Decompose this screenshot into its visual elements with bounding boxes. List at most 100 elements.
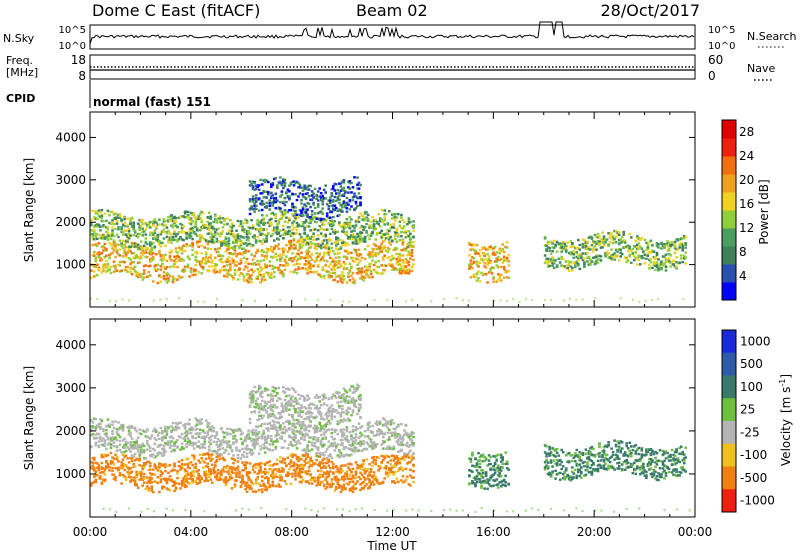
echo-cell (159, 241, 163, 244)
echo-cell (182, 244, 185, 247)
echo-cell (329, 272, 332, 275)
echo-cell (675, 247, 678, 251)
echo-cell (353, 483, 356, 486)
echo-cell (548, 264, 551, 268)
echo-cell (289, 209, 293, 212)
echo-cell (248, 277, 252, 280)
echo-cell (312, 264, 315, 267)
echo-cell (208, 211, 211, 214)
echo-cell (186, 457, 190, 461)
echo-cell (250, 277, 253, 281)
echo-cell (628, 232, 631, 236)
echo-cell (200, 265, 203, 268)
echo-cell (257, 263, 261, 266)
echo-cell (341, 486, 344, 489)
echo-cell (309, 458, 312, 462)
echo-cell (330, 210, 334, 214)
echo-cell (179, 465, 182, 468)
echo-cell (306, 241, 309, 245)
echo-cell (630, 261, 633, 264)
echo-cell (342, 485, 346, 489)
echo-cell (177, 259, 181, 262)
echo-cell (173, 489, 176, 493)
echo-cell (333, 278, 337, 281)
echo-cell (405, 300, 408, 303)
echo-cell (329, 216, 332, 219)
echo-cell (640, 256, 644, 260)
echo-cell (365, 211, 368, 214)
echo-cell (162, 448, 166, 451)
echo-cell (215, 228, 219, 231)
echo-cell (144, 487, 148, 491)
nave-label: Nave (747, 62, 775, 75)
echo-cell (307, 250, 311, 253)
echo-cell (139, 255, 143, 258)
echo-cell (310, 213, 314, 216)
echo-cell (354, 482, 358, 485)
echo-cell (248, 487, 252, 490)
echo-cell (353, 248, 356, 251)
echo-cell (298, 464, 302, 467)
echo-cell (507, 264, 510, 267)
echo-cell (93, 417, 96, 420)
echo-cell (159, 463, 163, 466)
echo-cell (198, 213, 202, 216)
echo-cell (374, 219, 377, 222)
echo-cell (217, 240, 220, 243)
echo-cell (608, 256, 612, 260)
echo-cell (144, 250, 148, 253)
echo-cell (130, 225, 134, 228)
echo-cell (301, 213, 305, 217)
echo-cell (253, 182, 256, 185)
echo-cell (321, 197, 324, 201)
echo-cell (325, 482, 329, 485)
echo-cell (339, 467, 343, 471)
echo-cell (139, 252, 143, 255)
echo-cell (384, 249, 388, 253)
echo-cell (636, 236, 639, 239)
echo-cell (303, 228, 306, 232)
echo-cell (144, 228, 148, 231)
echo-cell (640, 247, 644, 250)
echo-cell (362, 481, 365, 484)
echo-cell (280, 466, 284, 470)
echo-cell (161, 485, 164, 488)
echo-cell (109, 438, 113, 441)
echo-cell (335, 199, 338, 203)
echo-cell (312, 216, 315, 220)
echo-cell (410, 225, 414, 228)
echo-cell (179, 246, 182, 250)
echo-cell (188, 234, 191, 238)
echo-cell (206, 216, 210, 219)
echo-cell (209, 222, 213, 225)
echo-cell (120, 451, 123, 454)
echo-cell (329, 466, 332, 470)
echo-cell (214, 263, 217, 266)
echo-cell (332, 230, 335, 233)
echo-cell (410, 254, 414, 257)
echo-cell (248, 212, 252, 216)
echo-cell (100, 453, 104, 457)
echo-cell (180, 223, 184, 227)
echo-cell (363, 257, 367, 260)
echo-cell (100, 234, 104, 237)
echo-cell (363, 472, 367, 475)
echo-cell (180, 257, 184, 261)
echo-cell (235, 264, 238, 267)
echo-cell (303, 221, 306, 224)
echo-cell (227, 229, 231, 232)
echo-cell (93, 469, 96, 472)
echo-cell (224, 476, 228, 480)
echo-cell (282, 467, 285, 471)
echo-cell (221, 254, 225, 258)
echo-cell (589, 263, 592, 266)
echo-cell (124, 449, 128, 453)
echo-cell (174, 422, 178, 425)
echo-cell (262, 273, 265, 276)
echo-cell (475, 263, 479, 266)
echo-cell (117, 468, 120, 471)
echo-cell (365, 231, 368, 234)
echo-cell (109, 446, 113, 450)
echo-cell (322, 223, 326, 227)
echo-cell (300, 458, 303, 461)
